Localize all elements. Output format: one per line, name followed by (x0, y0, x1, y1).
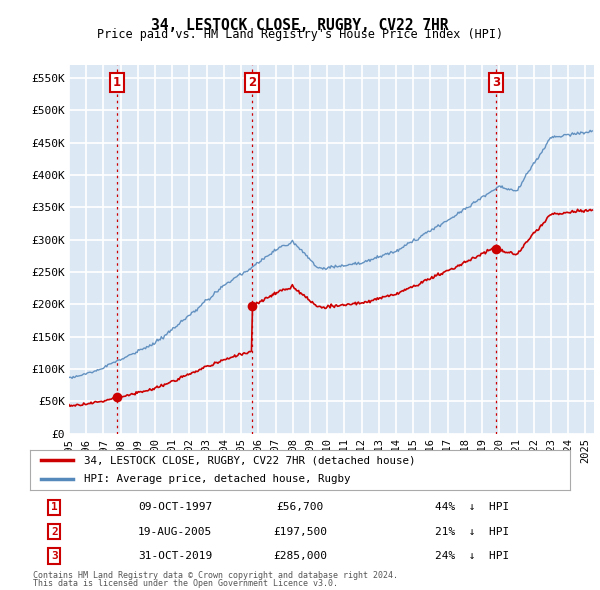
Text: 44%  ↓  HPI: 44% ↓ HPI (435, 503, 509, 513)
Text: Price paid vs. HM Land Registry's House Price Index (HPI): Price paid vs. HM Land Registry's House … (97, 28, 503, 41)
Text: 34, LESTOCK CLOSE, RUGBY, CV22 7HR: 34, LESTOCK CLOSE, RUGBY, CV22 7HR (151, 18, 449, 32)
Text: 3: 3 (51, 550, 58, 560)
Text: 1: 1 (51, 503, 58, 513)
Text: This data is licensed under the Open Government Licence v3.0.: This data is licensed under the Open Gov… (33, 579, 338, 588)
Text: Contains HM Land Registry data © Crown copyright and database right 2024.: Contains HM Land Registry data © Crown c… (33, 571, 398, 579)
Text: £197,500: £197,500 (273, 527, 327, 536)
Text: 09-OCT-1997: 09-OCT-1997 (138, 503, 212, 513)
Text: £285,000: £285,000 (273, 550, 327, 560)
Text: 24%  ↓  HPI: 24% ↓ HPI (435, 550, 509, 560)
Text: 2: 2 (248, 76, 256, 89)
Text: £56,700: £56,700 (277, 503, 323, 513)
Text: HPI: Average price, detached house, Rugby: HPI: Average price, detached house, Rugb… (84, 474, 350, 484)
Text: 21%  ↓  HPI: 21% ↓ HPI (435, 527, 509, 536)
Text: 2: 2 (51, 527, 58, 536)
Text: 1: 1 (113, 76, 121, 89)
Text: 34, LESTOCK CLOSE, RUGBY, CV22 7HR (detached house): 34, LESTOCK CLOSE, RUGBY, CV22 7HR (deta… (84, 455, 415, 466)
Text: 19-AUG-2005: 19-AUG-2005 (138, 527, 212, 536)
Text: 31-OCT-2019: 31-OCT-2019 (138, 550, 212, 560)
Text: 3: 3 (493, 76, 500, 89)
